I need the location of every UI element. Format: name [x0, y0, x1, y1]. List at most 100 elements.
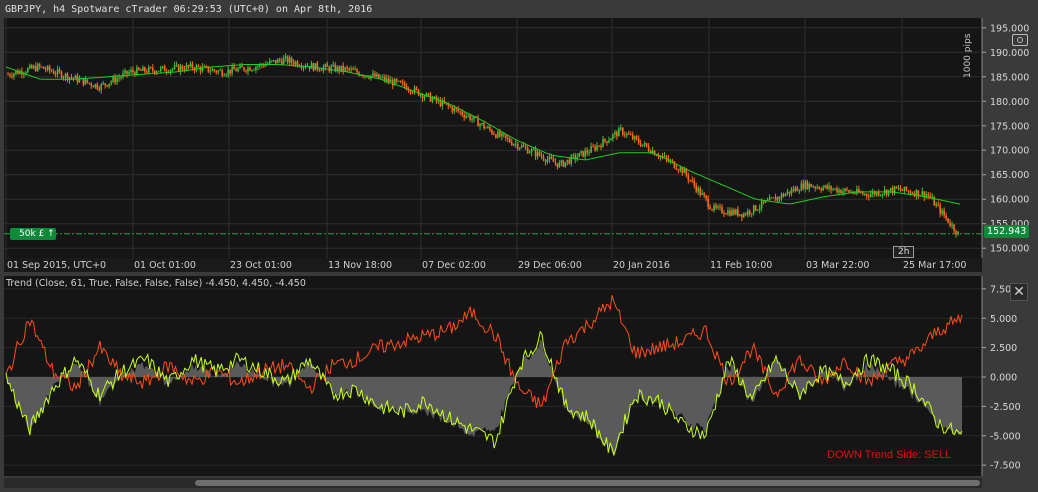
candle-body — [189, 63, 192, 67]
candle-body — [44, 68, 47, 70]
candle-body — [427, 93, 430, 95]
price-tick-label: 185.000 — [990, 72, 1029, 83]
time-tick-label: 23 Oct 01:00 — [230, 260, 292, 271]
candle-body — [290, 57, 293, 63]
candle-body — [748, 210, 751, 214]
candle-body — [104, 83, 106, 86]
candle-body — [267, 63, 269, 65]
candle-body — [580, 151, 582, 153]
candle-body — [606, 141, 608, 143]
candle-body — [860, 192, 862, 194]
candle-body — [102, 83, 104, 85]
candle-body — [177, 64, 180, 72]
candle-body — [582, 151, 584, 157]
candle-body — [564, 162, 567, 167]
candle-body — [877, 191, 880, 196]
candle-body — [284, 56, 287, 59]
candle-body — [223, 75, 225, 77]
candle-body — [943, 210, 945, 216]
candle-body — [112, 77, 114, 82]
candle-body — [403, 82, 406, 87]
candle-body — [384, 76, 386, 81]
camera-icon[interactable] — [1012, 34, 1028, 46]
horizontal-scrollbar-thumb[interactable] — [195, 480, 980, 486]
candle-body — [909, 191, 912, 194]
candle-body — [259, 64, 261, 67]
candle-body — [431, 98, 434, 102]
candle-body — [516, 143, 519, 149]
candle-body — [534, 149, 537, 157]
candle-body — [671, 160, 674, 162]
candle-body — [584, 150, 586, 157]
candle-body — [816, 187, 818, 188]
candle-body — [792, 189, 795, 192]
candle-body — [310, 63, 313, 69]
candle-body — [939, 205, 941, 214]
candle-body — [447, 103, 450, 107]
candle-body — [187, 65, 190, 67]
candle-body — [219, 70, 222, 72]
candle-body — [110, 81, 112, 84]
candle-body — [183, 69, 186, 71]
candle-body — [395, 79, 398, 82]
candle-body — [505, 134, 507, 138]
candle-body — [657, 155, 660, 158]
candle-body — [576, 157, 579, 160]
candle-body — [459, 111, 461, 113]
candle-body — [453, 107, 456, 112]
candle-body — [532, 149, 535, 151]
candle-body — [78, 78, 81, 83]
candle-body — [421, 94, 424, 99]
candle-body — [901, 190, 904, 191]
candle-body — [947, 218, 949, 223]
candle-body — [616, 132, 618, 137]
candle-body — [695, 185, 698, 192]
close-indicator-button[interactable]: ✕ — [1010, 283, 1028, 301]
time-tick-label: 01 Oct 01:00 — [134, 260, 196, 271]
candle-body — [114, 77, 116, 83]
candle-body — [150, 67, 152, 69]
candle-body — [32, 66, 35, 69]
candle-body — [641, 144, 644, 147]
candle-body — [499, 131, 501, 137]
candle-body — [818, 187, 820, 189]
candle-body — [7, 74, 9, 76]
x-axis-band — [4, 258, 982, 272]
arrow-up-icon: ↑ — [47, 229, 55, 239]
indicator-tick-label: -7.500 — [990, 461, 1021, 472]
candle-body — [263, 65, 265, 67]
candle-body — [326, 64, 329, 67]
candle-body — [286, 56, 289, 63]
candle-body — [951, 224, 953, 226]
candle-body — [481, 123, 483, 125]
candle-body — [457, 108, 460, 112]
candle-body — [72, 77, 75, 79]
indicator-tick-label: -2.500 — [990, 402, 1021, 413]
candle-body — [106, 85, 108, 87]
candle-body — [548, 156, 551, 160]
candle-body — [126, 70, 128, 75]
candle-body — [887, 190, 890, 195]
candle-body — [649, 150, 652, 154]
candle-body — [386, 78, 388, 81]
candle-body — [612, 134, 614, 139]
candle-body — [415, 87, 418, 90]
time-tick-label: 29 Dec 06:00 — [518, 260, 582, 271]
candle-body — [655, 155, 658, 157]
candle-body — [159, 67, 162, 71]
timeframe-badge[interactable]: 2h — [893, 246, 915, 258]
candle-body — [697, 187, 699, 192]
candle-body — [352, 68, 354, 70]
candle-body — [711, 209, 713, 211]
candle-body — [881, 193, 884, 195]
candle-body — [838, 189, 840, 193]
candle-body — [858, 188, 860, 193]
candle-body — [578, 152, 580, 158]
candle-body — [151, 67, 154, 71]
candle-body — [280, 60, 283, 64]
candle-body — [70, 77, 73, 79]
candle-body — [933, 197, 936, 206]
candle-body — [786, 191, 789, 194]
candle-body — [199, 67, 202, 72]
